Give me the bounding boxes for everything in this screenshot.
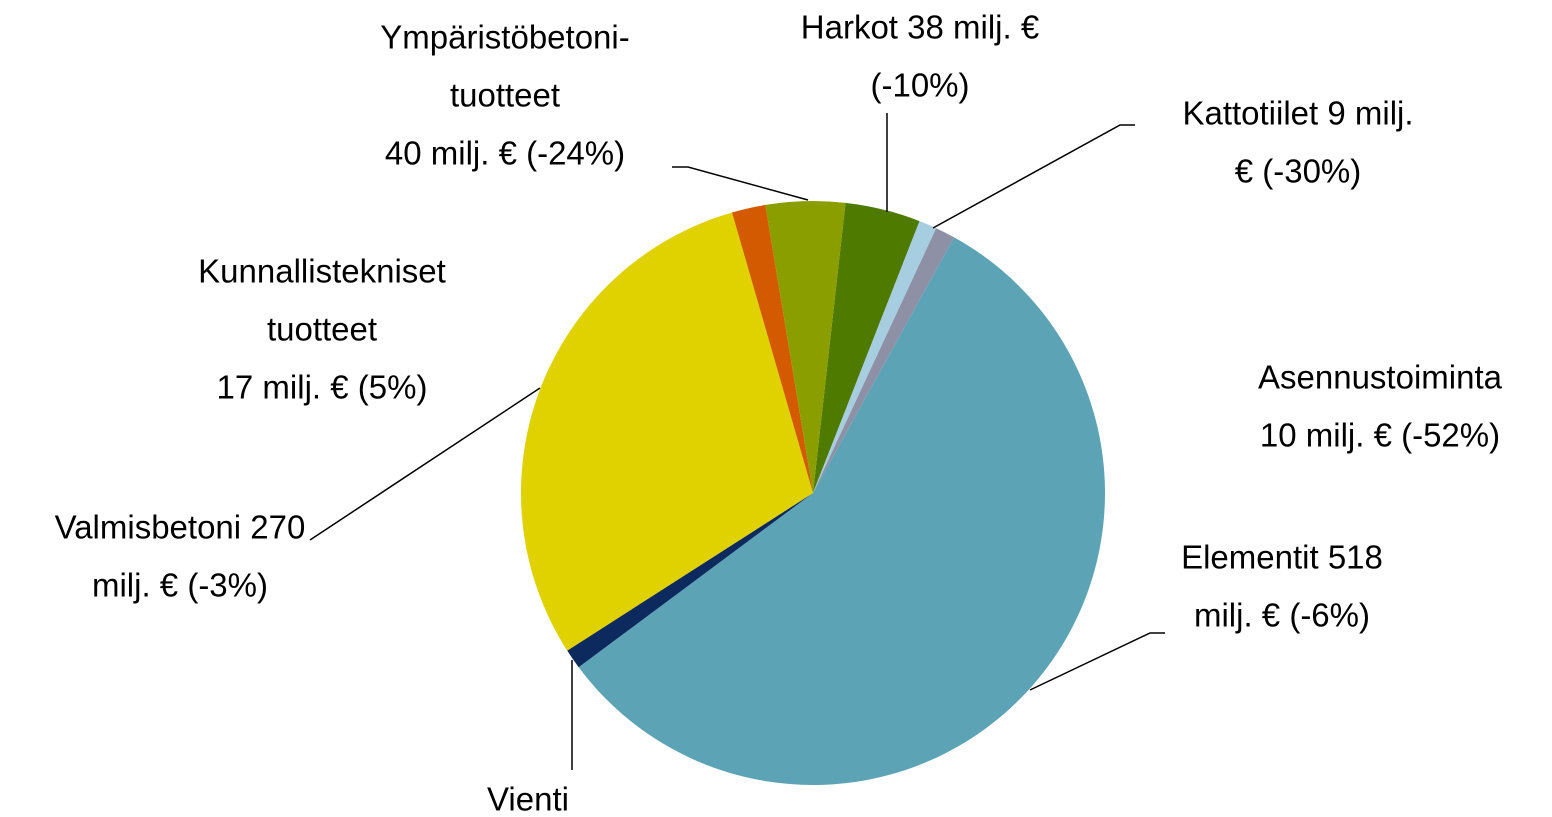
pie-slice <box>765 201 846 493</box>
pie-slice <box>813 221 937 493</box>
slice-label: € (-30%) <box>1235 153 1362 190</box>
pie <box>521 201 1105 786</box>
leader-line <box>932 124 1135 229</box>
leader-line <box>672 166 809 201</box>
slice-label: Elementit 518 <box>1181 539 1383 576</box>
slice-label: Kunnallistekniset <box>198 253 446 290</box>
slice-label: 10 milj. € (-52%) <box>1260 417 1500 454</box>
slice-label: Harkot 38 milj. € <box>801 9 1039 46</box>
slice-label: 40 milj. € (-24%) <box>385 135 625 172</box>
labels: Harkot 38 milj. € (-10%) Kattotiilet 9 mil… <box>55 9 1503 817</box>
pie-slice <box>813 228 955 493</box>
pie-slice <box>732 204 813 493</box>
pie-slice <box>521 212 813 651</box>
slice-label: tuotteet <box>450 77 560 114</box>
slice-label: milj. € (-3%) <box>92 567 268 604</box>
leader-lines <box>309 113 1165 770</box>
slice-label: milj. € (-6%) <box>1194 597 1370 634</box>
pie-slice <box>578 237 1105 786</box>
slice-label: Valmisbetoni 270 <box>55 509 306 546</box>
slice-label: (-10%) <box>870 67 969 104</box>
slice-label: Asennustoiminta <box>1258 359 1503 396</box>
pie-slice <box>567 493 813 668</box>
slice-label: tuotteet <box>267 311 377 348</box>
leader-line <box>309 387 541 541</box>
pie-slice <box>813 202 920 493</box>
leader-line <box>1029 632 1165 691</box>
slice-label: Kattotiilet 9 milj. <box>1182 95 1413 132</box>
slice-label: Vienti <box>487 781 569 817</box>
slice-label: Ympäristöbetoni- <box>380 19 629 56</box>
slice-label: 17 milj. € (5%) <box>217 369 428 406</box>
